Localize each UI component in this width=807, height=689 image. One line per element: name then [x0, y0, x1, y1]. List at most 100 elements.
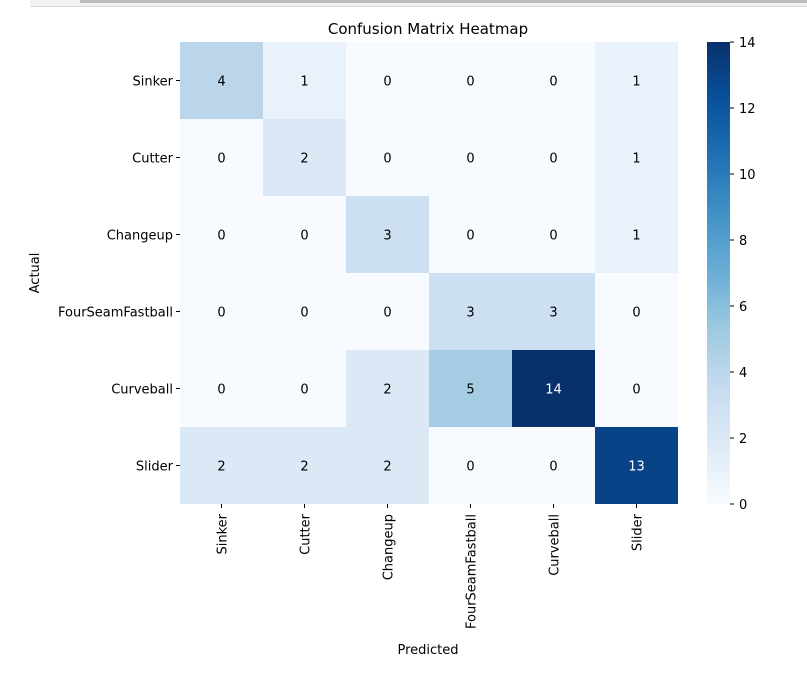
cell-value-label: 0	[217, 383, 225, 398]
heatmap-cell	[263, 350, 346, 427]
heatmap-cell	[595, 119, 678, 196]
x-axis-label: Predicted	[397, 643, 458, 658]
heatmap-cell	[512, 119, 595, 196]
window-scrollbar[interactable]	[30, 0, 807, 7]
cell-value-label: 0	[300, 383, 308, 398]
heatmap-cell	[429, 196, 512, 273]
cell-value-label: 1	[300, 75, 308, 90]
y-tick-label: Cutter	[132, 152, 174, 167]
colorbar-ticks: 0 2 4 6 8 10 12 14	[730, 36, 756, 513]
colorbar-tick-label: 6	[739, 300, 747, 315]
heatmap-cell	[180, 350, 263, 427]
cell-value-label: 2	[383, 383, 391, 398]
x-tick-label: Slider	[631, 513, 646, 551]
cell-value-label: 0	[383, 75, 391, 90]
heatmap-cell	[512, 42, 595, 119]
cell-value-label: 0	[300, 229, 308, 244]
heatmap-cell	[346, 427, 429, 504]
colorbar-tick-label: 14	[739, 36, 756, 51]
cell-value-label: 0	[217, 306, 225, 321]
cell-value-label: 4	[217, 75, 225, 90]
cell-value-label: 0	[549, 75, 557, 90]
cell-value-label: 0	[549, 460, 557, 475]
heatmap-cell	[346, 350, 429, 427]
cell-value-label: 1	[632, 229, 640, 244]
heatmap-cell	[429, 350, 512, 427]
colorbar-tick-label: 10	[739, 168, 756, 183]
heatmap-cell	[263, 427, 346, 504]
cell-value-label: 3	[549, 306, 557, 321]
x-axis-ticks: Sinker Cutter Changeup FourSeamFastball Curv…	[216, 504, 646, 629]
heatmap-cell	[429, 42, 512, 119]
y-axis-ticks: Sinker Cutter Changeup FourSeamFastball Curv…	[58, 75, 180, 475]
y-tick-label: Sinker	[132, 75, 173, 90]
heatmap-cell	[512, 273, 595, 350]
heatmap-cell	[595, 196, 678, 273]
heatmap-cell	[180, 196, 263, 273]
x-tick-label: Curveball	[548, 514, 563, 576]
heatmap-cell	[429, 119, 512, 196]
heatmap-cells: 4 1 0 0 0 1 0 2 0 0 0 1 0 0 3 0 0 1 0 0 0 3 3 0 0 0 2 5 14 0 2 2 2 0 0 13	[180, 42, 678, 504]
heatmap-cell	[346, 273, 429, 350]
heatmap-cell	[263, 119, 346, 196]
x-tick-label: Changeup	[382, 514, 397, 580]
heatmap-cell	[180, 42, 263, 119]
heatmap-cell	[429, 427, 512, 504]
colorbar-tick-label: 4	[739, 366, 747, 381]
heatmap-cell	[180, 427, 263, 504]
cell-value-label: 0	[632, 306, 640, 321]
y-tick-label: Slider	[136, 460, 174, 475]
cell-value-label: 0	[217, 229, 225, 244]
cell-value-label: 0	[632, 383, 640, 398]
heatmap-cell	[263, 196, 346, 273]
cell-value-label: 14	[545, 383, 562, 398]
heatmap-cell	[180, 273, 263, 350]
cell-value-label: 1	[632, 75, 640, 90]
heatmap-cell	[346, 119, 429, 196]
cell-value-label: 0	[383, 152, 391, 167]
heatmap-cell	[512, 427, 595, 504]
cell-value-label: 2	[300, 460, 308, 475]
x-tick-label: Cutter	[299, 513, 314, 555]
chart-title: Confusion Matrix Heatmap	[328, 20, 528, 38]
scrollbar-thumb[interactable]	[80, 0, 807, 3]
cell-value-label: 2	[217, 460, 225, 475]
cell-value-label: 0	[383, 306, 391, 321]
heatmap-cell	[263, 42, 346, 119]
y-tick-label: FourSeamFastball	[58, 306, 173, 321]
cell-value-label: 0	[549, 152, 557, 167]
cell-value-label: 0	[549, 229, 557, 244]
heatmap-cell	[595, 273, 678, 350]
cell-value-label: 3	[383, 229, 391, 244]
heatmap-cell	[512, 350, 595, 427]
cell-value-label: 2	[383, 460, 391, 475]
x-tick-label: Sinker	[216, 513, 231, 554]
cell-value-label: 0	[466, 152, 474, 167]
x-tick-label: FourSeamFastball	[465, 514, 480, 629]
colorbar-tick-label: 12	[739, 102, 756, 117]
colorbar-tick-label: 2	[739, 432, 747, 447]
y-axis-label: Actual	[28, 253, 43, 294]
cell-value-label: 5	[466, 383, 474, 398]
cell-value-label: 3	[466, 306, 474, 321]
cell-value-label: 13	[628, 460, 645, 475]
colorbar-tick-label: 0	[739, 498, 747, 513]
colorbar-tick-label: 8	[739, 234, 747, 249]
cell-value-label: 0	[466, 75, 474, 90]
heatmap-cell	[263, 273, 346, 350]
y-tick-label: Curveball	[111, 383, 173, 398]
colorbar	[707, 42, 730, 504]
cell-value-label: 0	[217, 152, 225, 167]
heatmap-cell	[346, 42, 429, 119]
heatmap-cell	[512, 196, 595, 273]
heatmap-cell	[180, 119, 263, 196]
cell-value-label: 0	[300, 306, 308, 321]
cell-value-label: 1	[632, 152, 640, 167]
y-tick-label: Changeup	[107, 229, 173, 244]
heatmap-cell	[595, 350, 678, 427]
cell-value-label: 0	[466, 229, 474, 244]
heatmap-cell	[429, 273, 512, 350]
heatmap-cell	[595, 42, 678, 119]
heatmap-cell	[346, 196, 429, 273]
